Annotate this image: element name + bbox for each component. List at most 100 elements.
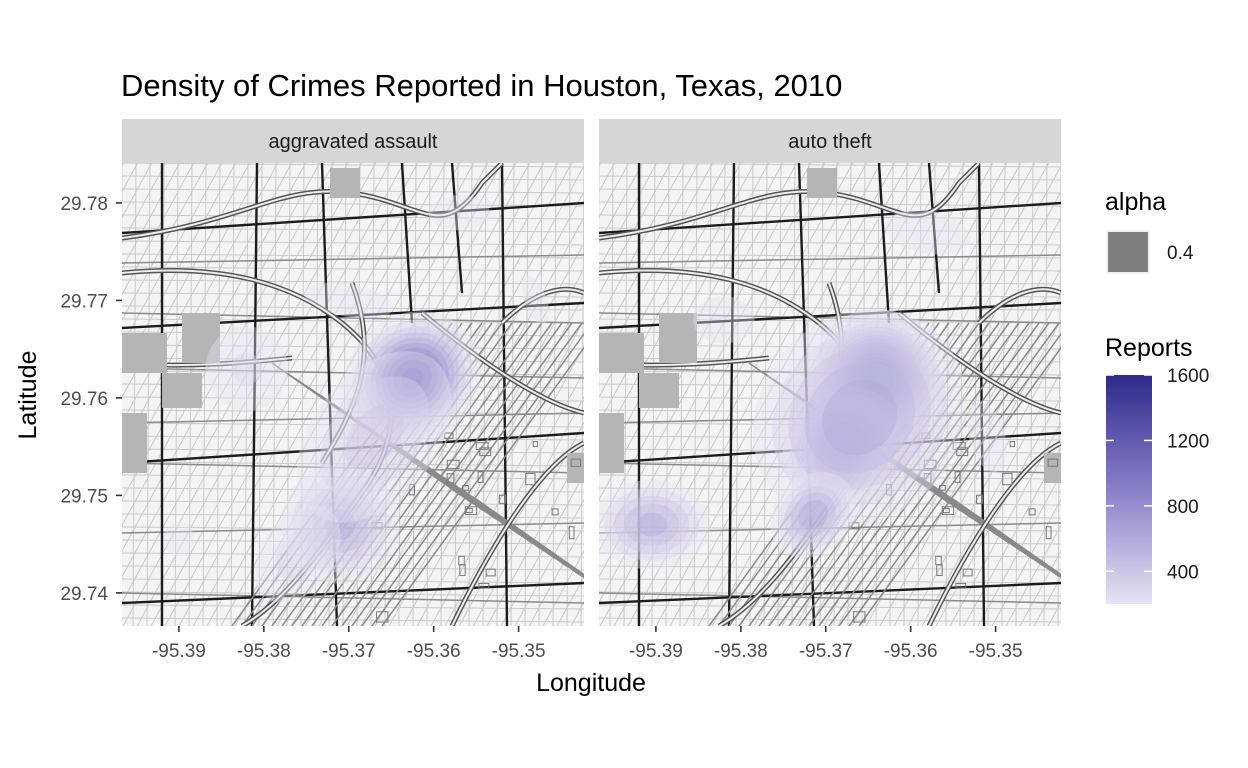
map-building [1009, 441, 1015, 448]
downtown-street [788, 322, 1010, 626]
legend-title-reports: Reports [1105, 334, 1193, 362]
density-contour-band [818, 422, 867, 471]
street-line [122, 163, 349, 578]
street-line [693, 163, 698, 626]
downtown-street [301, 322, 523, 626]
downtown-street [708, 322, 930, 626]
major-road [877, 163, 891, 324]
density-contour-band [809, 413, 876, 480]
downtown-street [241, 322, 463, 626]
street-line [599, 474, 1061, 480]
map-block [599, 333, 644, 373]
density-contour-band [814, 418, 872, 476]
street-line [599, 163, 728, 399]
street-line [679, 163, 684, 626]
density-contour-band [324, 509, 356, 541]
map-block [599, 413, 624, 473]
map-building [464, 506, 478, 515]
street-line [496, 163, 501, 626]
y-tick-label: 29.77 [60, 291, 108, 312]
map-building [942, 508, 950, 514]
x-tick-label: -95.35 [969, 641, 1023, 662]
y-tick-label: 29.78 [60, 194, 108, 215]
street-line [641, 163, 896, 626]
street-line [847, 163, 852, 626]
map-building [886, 483, 892, 496]
street-line [122, 448, 584, 454]
map-building [498, 494, 506, 504]
street-line [781, 163, 1036, 626]
street-line [599, 163, 600, 241]
density-contour-band [359, 326, 466, 431]
downtown-street [848, 332, 1061, 626]
density-contour-band [832, 334, 921, 423]
facet-panel-auto-theft: auto theft [599, 119, 1061, 626]
street-line [412, 163, 417, 626]
street-line [416, 318, 584, 626]
major-road [977, 163, 986, 626]
map-building [462, 485, 469, 491]
density-contour-band [303, 282, 394, 319]
street-line [599, 163, 742, 424]
facet-strip-auto-theft [599, 119, 1061, 163]
density-contour-band [344, 311, 481, 446]
street-line [202, 163, 207, 626]
street-line [122, 254, 584, 264]
street-line [122, 201, 584, 207]
street-line [192, 163, 447, 626]
street-line [1029, 163, 1034, 626]
street-line [599, 163, 826, 578]
map-building [446, 473, 455, 484]
map-building [479, 447, 492, 457]
density-contour-band [788, 345, 932, 490]
density-contour-band [850, 352, 903, 405]
downtown-street [291, 322, 513, 626]
facet-strip-label: aggravated assault [268, 131, 437, 153]
map-building [525, 472, 536, 486]
street-line [146, 163, 151, 626]
street-line [132, 163, 137, 626]
density-contour-band [344, 404, 404, 470]
street-line [917, 163, 922, 626]
street-line [384, 163, 389, 626]
street-line [959, 163, 964, 626]
map-building [941, 506, 955, 515]
y-tick-label: 29.74 [60, 584, 108, 605]
downtown-street [361, 322, 583, 626]
map-building [409, 483, 415, 496]
map-block [330, 168, 360, 198]
street-line [342, 163, 347, 626]
street-line [599, 279, 1061, 285]
map-building [446, 459, 460, 469]
street-line [613, 163, 868, 626]
density-contour-band [296, 351, 452, 523]
x-tick-label: -95.37 [799, 641, 853, 662]
density-contour-band [822, 379, 898, 456]
street-line [122, 240, 584, 246]
density-contour-band [840, 341, 914, 415]
downtown-street [838, 322, 1060, 626]
major-road [500, 163, 509, 626]
downtown-street [828, 322, 1050, 626]
density-contour-band [777, 479, 849, 551]
map-building [936, 564, 943, 576]
colorbar-label: 1600 [1167, 366, 1209, 387]
density-contour-band [795, 399, 890, 494]
map-building [939, 485, 946, 491]
x-tick-label: -95.38 [237, 641, 291, 662]
map-building [376, 611, 389, 623]
street-line [655, 163, 910, 626]
downtown-street [311, 322, 533, 626]
density-contour-band [521, 276, 550, 325]
street-line [122, 487, 584, 493]
colorbar-ticks: 400 800 1200 1600 [1106, 366, 1209, 583]
street-line [122, 163, 584, 168]
density-contour-band [784, 486, 842, 544]
street-line [599, 163, 840, 604]
street-line [599, 461, 1061, 467]
highway-centerline [122, 269, 392, 626]
density-contour-band [302, 486, 379, 563]
map-building [853, 611, 866, 623]
street-line [122, 163, 251, 399]
density-contour-band [771, 328, 948, 507]
